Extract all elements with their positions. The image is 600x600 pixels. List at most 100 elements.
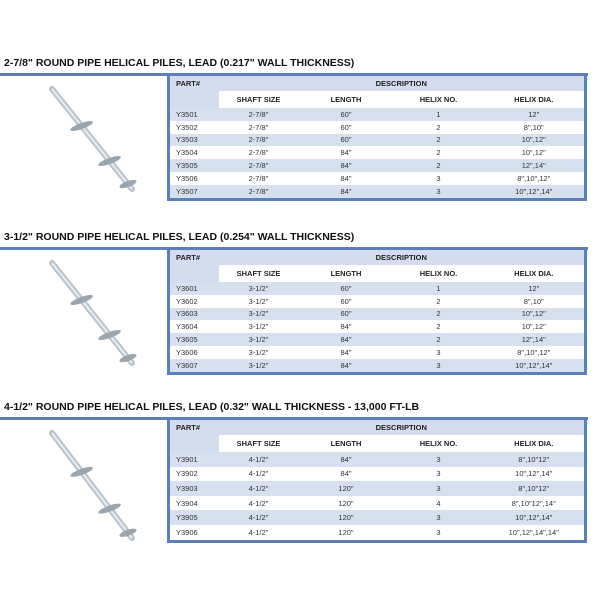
shaft-size: 3-1/2"	[218, 307, 299, 321]
length: 84"	[340, 322, 352, 332]
helix-dia: 8",10",12"	[517, 347, 551, 357]
shaft-size: 2-7/8"	[218, 133, 299, 147]
title-rule	[0, 247, 588, 250]
helix-no: 3	[436, 469, 441, 479]
description-header: DESCRIPTION	[218, 420, 586, 435]
shaft-size: 4-1/2"	[248, 498, 269, 508]
part-number: Y3902	[176, 469, 198, 479]
shaft-size-header: SHAFT SIZE	[218, 435, 299, 452]
helix-dia: 10",12",14",14"	[508, 527, 559, 537]
shaft-size: 4-1/2"	[218, 481, 299, 496]
helix-no: 2	[393, 307, 484, 321]
part-number: Y3607	[168, 358, 219, 374]
helix-dia: 12",14"	[483, 159, 586, 172]
part-number: Y3604	[176, 322, 198, 332]
length: 120"	[338, 498, 354, 508]
helix-dia: 12",14"	[483, 333, 586, 346]
shaft-size-header: SHAFT SIZE	[218, 91, 299, 108]
helix-no: 3	[393, 358, 484, 374]
table-row: Y3902 4-1/2" 84" 3 10",12",14"	[169, 467, 586, 482]
helix-no-header: HELIX NO.	[393, 91, 484, 108]
parts-table: PART# DESCRIPTION SHAFT SIZE LENGTH HELIX N…	[167, 420, 587, 543]
helix-dia: 10",12",14"	[483, 358, 586, 374]
length: 60"	[340, 122, 352, 132]
shaft-size: 2-7/8"	[248, 173, 269, 183]
part-number: Y3901	[168, 452, 219, 467]
table-row: Y3905 4-1/2" 120" 3 10",12",14"	[168, 510, 586, 525]
table-row: Y3505 2-7/8" 84" 2 12",14"	[168, 159, 586, 172]
table-row: Y3603 3-1/2" 60" 2 10",12"	[168, 307, 586, 321]
helical-pile-image	[49, 86, 137, 192]
length: 84"	[298, 358, 394, 374]
length: 60"	[298, 282, 394, 295]
table-row: Y3604 3-1/2" 84" 2 10",12"	[169, 320, 586, 333]
table-row: Y3606 3-1/2" 84" 3 8",10",12"	[169, 346, 586, 359]
part-number: Y3904	[176, 498, 198, 508]
part-header: PART#	[168, 250, 219, 265]
table-row: Y3605 3-1/2" 84" 2 12",14"	[168, 333, 586, 346]
table-row: Y3501 2-7/8" 60" 1 12"	[168, 108, 586, 121]
helix-no: 2	[393, 159, 484, 172]
helical-pile-image	[49, 260, 137, 366]
table-row: Y3903 4-1/2" 120" 3 8",10"12"	[168, 481, 586, 496]
part-number: Y3602	[176, 296, 198, 306]
part-number: Y3504	[176, 148, 198, 158]
helix-dia: 10",12"	[483, 133, 586, 147]
helix-no: 2	[436, 122, 441, 132]
shaft-size: 4-1/2"	[218, 510, 299, 525]
part-number: Y3906	[176, 527, 198, 537]
helix-no: 2	[436, 322, 441, 332]
description-header: DESCRIPTION	[218, 76, 586, 91]
length: 84"	[340, 347, 352, 357]
length: 84"	[340, 148, 352, 158]
helix-no: 3	[393, 510, 484, 525]
helix-no: 1	[393, 108, 484, 121]
helix-dia: 12"	[483, 282, 586, 295]
table-row: Y3504 2-7/8" 84" 2 10",12"	[169, 146, 586, 159]
helix-dia: 8",10"12",14"	[511, 498, 556, 508]
helix-dia: 8",10",12"	[517, 173, 551, 183]
length-header: LENGTH	[298, 435, 394, 452]
table-row: Y3506 2-7/8" 84" 3 8",10",12"	[169, 172, 586, 185]
shaft-size: 2-7/8"	[218, 184, 299, 200]
shaft-size: 4-1/2"	[248, 527, 269, 537]
title-rule	[0, 73, 588, 76]
helix-dia-header: HELIX DIA.	[483, 435, 586, 452]
helix-no: 3	[436, 173, 441, 183]
helix-no: 2	[436, 296, 441, 306]
description-header: DESCRIPTION	[218, 250, 586, 265]
part-number: Y3605	[168, 333, 219, 346]
length: 84"	[298, 452, 394, 467]
part-number: Y3603	[168, 307, 219, 321]
length-header: LENGTH	[298, 91, 394, 108]
helix-dia: 10",12"	[521, 322, 546, 332]
helix-dia: 12"	[483, 108, 586, 121]
length: 60"	[340, 296, 352, 306]
part-number: Y3502	[176, 122, 198, 132]
shaft-size: 3-1/2"	[218, 282, 299, 295]
table-row: Y3507 2-7/8" 84" 3 10",12",14"	[168, 184, 586, 200]
part-number: Y3501	[168, 108, 219, 121]
helix-no: 2	[393, 133, 484, 147]
part-number: Y3505	[168, 159, 219, 172]
part-number: Y3507	[168, 184, 219, 200]
shaft-size: 2-7/8"	[248, 148, 269, 158]
shaft-size: 4-1/2"	[248, 469, 269, 479]
shaft-size: 2-7/8"	[218, 159, 299, 172]
part-number: Y3506	[176, 173, 198, 183]
helix-dia: 8",10"12"	[483, 452, 586, 467]
helix-dia: 10",12",14"	[483, 510, 586, 525]
helix-no: 3	[436, 347, 441, 357]
length: 120"	[298, 510, 394, 525]
part-header: PART#	[168, 420, 219, 435]
helix-dia-header: HELIX DIA.	[483, 265, 586, 282]
length: 60"	[298, 133, 394, 147]
part-number: Y3503	[168, 133, 219, 147]
table-row: Y3906 4-1/2" 120" 3 10",12",14",14"	[169, 525, 586, 541]
table-row: Y3904 4-1/2" 120" 4 8",10"12",14"	[169, 496, 586, 511]
helix-dia: 10",12"	[483, 307, 586, 321]
helix-no: 2	[393, 333, 484, 346]
helix-no-header: HELIX NO.	[393, 265, 484, 282]
length: 60"	[298, 307, 394, 321]
helical-pile-image	[49, 430, 137, 541]
